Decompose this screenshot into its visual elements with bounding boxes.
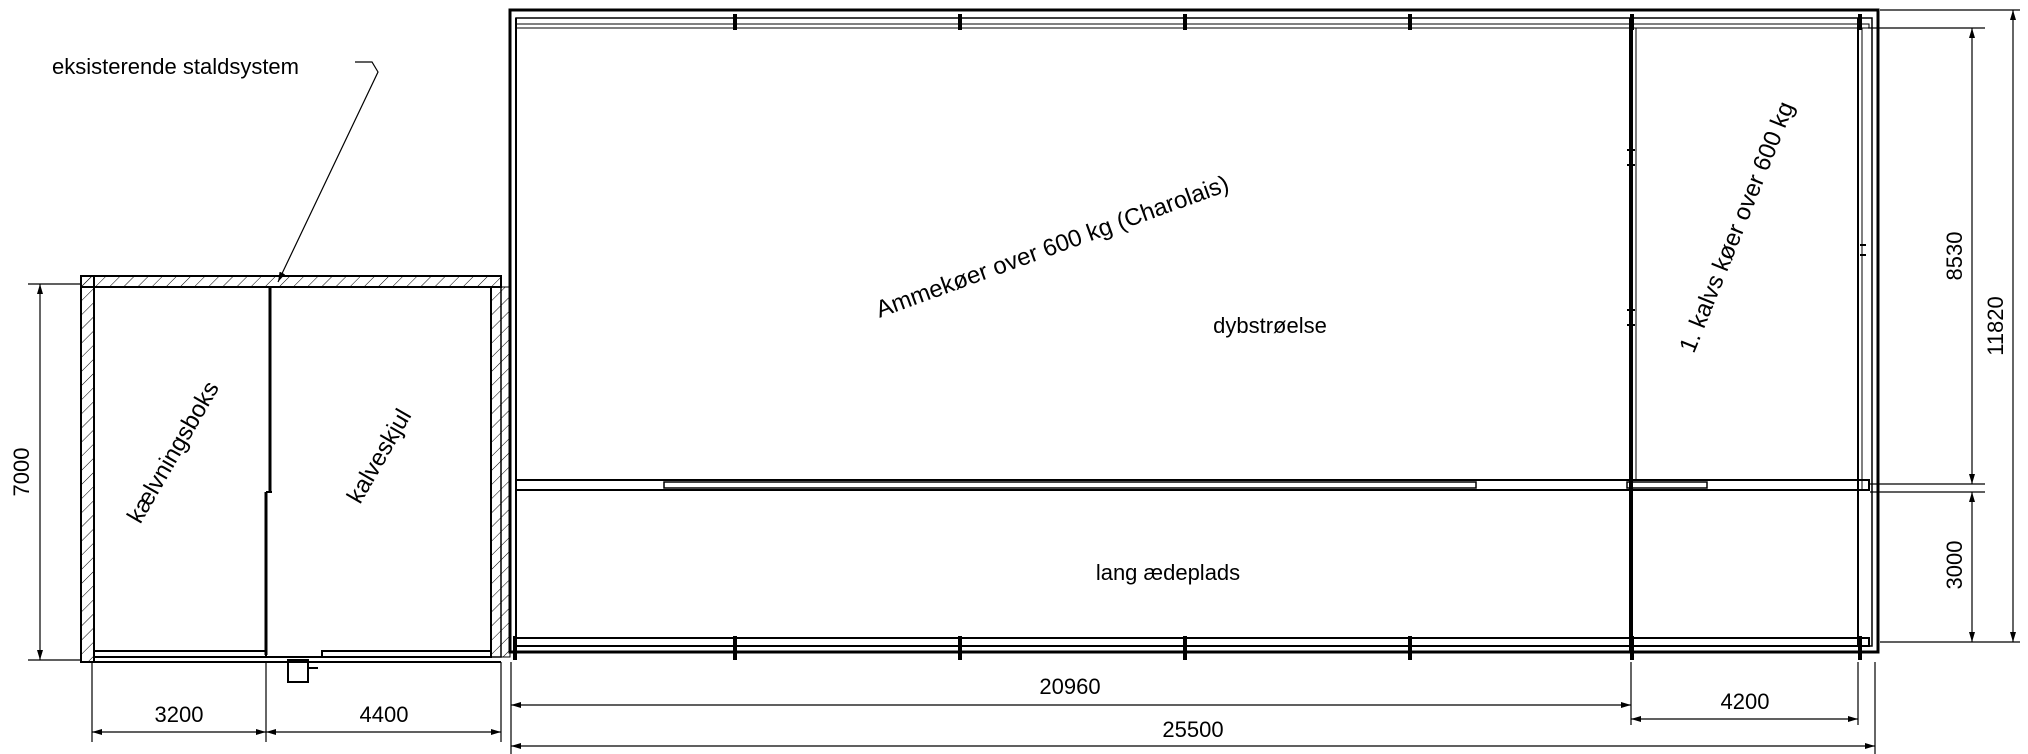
dim-4200: 4200	[1721, 689, 1770, 714]
existing-building	[80, 275, 502, 683]
existing-leader	[277, 61, 379, 283]
feeding-label: lang ædeplads	[1096, 560, 1240, 585]
bedding-label: dybstrøelse	[1213, 313, 1327, 338]
existing-system-label: eksisterende staldsystem	[52, 54, 299, 79]
dim-20960: 20960	[1039, 674, 1100, 699]
right-area-label: 1. kalvs køer over 600 kg	[1674, 98, 1799, 357]
calf-shelter-label: kalveskjul	[342, 404, 417, 508]
dim-3200: 3200	[155, 702, 204, 727]
wall-top	[80, 275, 502, 288]
main-area-label: Ammekøer over 600 kg (Charolais)	[872, 170, 1232, 323]
dimension-lines	[28, 9, 2020, 754]
beam-markers	[513, 14, 1862, 660]
main-building	[500, 8, 1880, 660]
wall-right	[490, 286, 502, 658]
gate-marks	[1627, 149, 1866, 326]
dim-25500: 25500	[1162, 717, 1223, 742]
calving-box-label: kælvningsboks	[122, 377, 225, 528]
connection-wall	[500, 286, 511, 658]
dim-3000: 3000	[1942, 541, 1967, 590]
dim-7000: 7000	[9, 448, 34, 497]
dim-4400: 4400	[360, 702, 409, 727]
dim-11820: 11820	[1983, 296, 2008, 356]
dim-8530: 8530	[1942, 232, 1967, 281]
wall-left	[80, 275, 95, 663]
